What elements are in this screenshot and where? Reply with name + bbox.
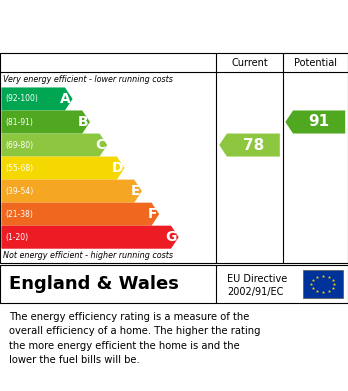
Polygon shape: [1, 111, 90, 133]
Polygon shape: [1, 203, 159, 226]
Text: Energy Efficiency Rating: Energy Efficiency Rating: [9, 18, 238, 36]
Text: E: E: [130, 184, 140, 198]
Text: D: D: [111, 161, 123, 175]
Text: (81-91): (81-91): [6, 118, 33, 127]
Polygon shape: [1, 156, 125, 179]
Text: 78: 78: [243, 138, 264, 152]
Polygon shape: [1, 179, 142, 203]
Text: The energy efficiency rating is a measure of the
overall efficiency of a home. T: The energy efficiency rating is a measur…: [9, 312, 260, 365]
Text: (69-80): (69-80): [6, 140, 34, 149]
Bar: [303, 270, 343, 298]
Polygon shape: [285, 111, 345, 133]
Text: (55-68): (55-68): [6, 163, 34, 172]
Text: Very energy efficient - lower running costs: Very energy efficient - lower running co…: [3, 75, 173, 84]
Text: (92-100): (92-100): [6, 95, 38, 104]
Text: EU Directive: EU Directive: [227, 274, 287, 284]
Text: C: C: [95, 138, 105, 152]
Polygon shape: [1, 88, 73, 111]
Text: (1-20): (1-20): [6, 233, 29, 242]
Polygon shape: [219, 133, 280, 156]
Text: England & Wales: England & Wales: [9, 275, 179, 293]
Text: 2002/91/EC: 2002/91/EC: [227, 287, 283, 298]
Text: Current: Current: [231, 57, 268, 68]
Text: B: B: [78, 115, 88, 129]
Polygon shape: [1, 133, 107, 156]
Text: A: A: [60, 92, 71, 106]
Text: Not energy efficient - higher running costs: Not energy efficient - higher running co…: [3, 251, 173, 260]
Polygon shape: [1, 226, 179, 249]
Text: G: G: [166, 230, 177, 244]
Text: F: F: [148, 207, 157, 221]
Text: (21-38): (21-38): [6, 210, 33, 219]
Text: Potential: Potential: [294, 57, 337, 68]
Text: 91: 91: [309, 115, 330, 129]
Text: (39-54): (39-54): [6, 187, 34, 196]
